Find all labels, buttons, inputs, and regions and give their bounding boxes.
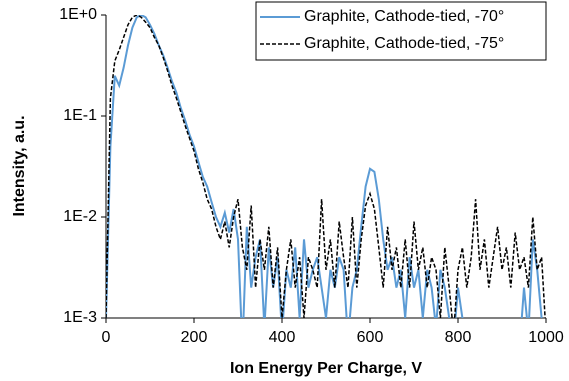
x-tick-label: 0	[102, 329, 111, 346]
series-line	[106, 15, 543, 318]
y-axis-title: Intensity, a.u.	[11, 115, 28, 216]
y-tick-label: 1E-2	[63, 208, 97, 225]
x-tick-label: 600	[357, 329, 384, 346]
y-tick-label: 1E-3	[63, 309, 97, 326]
legend-label: Graphite, Cathode-tied, -70°	[304, 8, 504, 25]
series-line	[106, 15, 546, 318]
y-tick-label: 1E-1	[63, 107, 97, 124]
legend-box	[255, 1, 547, 61]
x-axis-title: Ion Energy Per Charge, V	[230, 360, 422, 377]
legend-label: Graphite, Cathode-tied, -75°	[304, 35, 504, 52]
x-tick-label: 800	[445, 329, 472, 346]
x-tick-label: 400	[269, 329, 296, 346]
x-tick-label: 1000	[528, 329, 564, 346]
y-tick-label: 1E+0	[59, 6, 97, 23]
x-tick-label: 200	[181, 329, 208, 346]
